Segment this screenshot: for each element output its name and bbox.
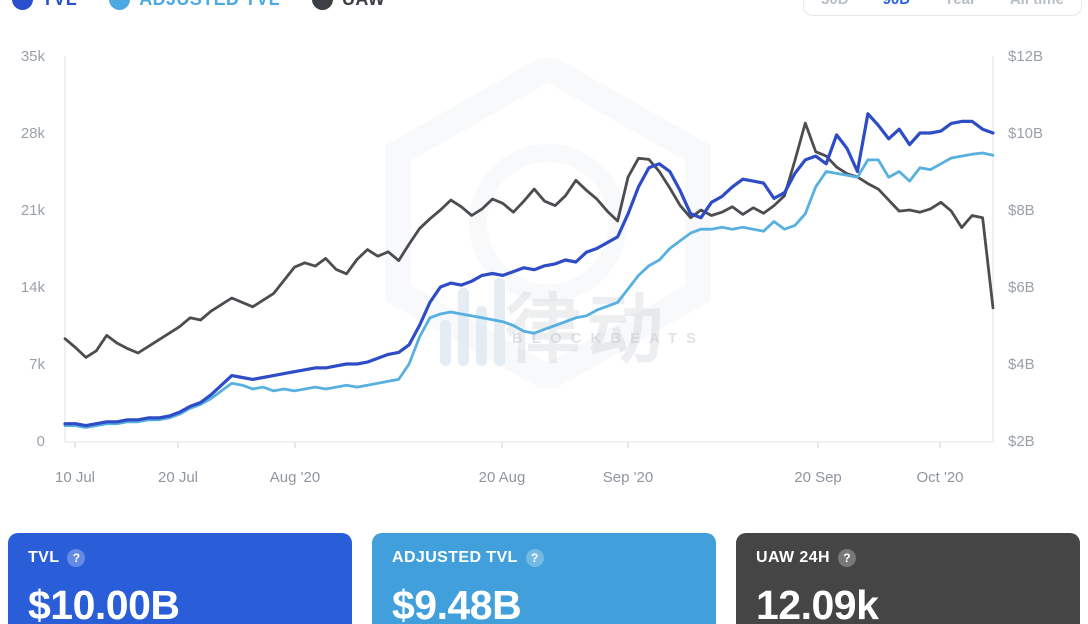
legend-item-uaw[interactable]: UAW	[312, 0, 385, 10]
y-left-tick-21k: 21k	[20, 202, 45, 219]
uaw-24h-card: UAW 24H ? 12.09k	[736, 533, 1080, 624]
stat-cards-row: TVL ? $10.00B ADJUSTED TVL ? $9.48B UAW …	[8, 533, 1080, 624]
y-right-tick-6b: $6B	[1008, 279, 1035, 296]
y-left-tick-14k: 14k	[20, 279, 45, 296]
tvl-card-label: TVL	[28, 549, 60, 566]
series-line-tvl	[63, 112, 995, 428]
y-right-tick-2b: $2B	[1008, 433, 1035, 450]
uaw-legend-dot-icon	[312, 0, 334, 10]
adjusted-tvl-card: ADJUSTED TVL ? $9.48B	[372, 533, 716, 624]
x-tick-20-sep: 20 Sep	[794, 469, 842, 486]
y-left-tick-0: 0	[36, 433, 45, 450]
x-tick-10-jul: 10 Jul	[54, 469, 96, 486]
adjusted-tvl-card-value: $9.48B	[392, 582, 522, 624]
y-right-tick-4b: $4B	[1008, 356, 1035, 373]
chart-header-strip: TVL ADJUSTED TVL UAW 30D 90D Year All ti…	[0, 0, 1088, 16]
y-right-tick-10b: $10B	[1008, 125, 1044, 142]
range-button-90d[interactable]: 90D	[866, 0, 928, 15]
range-button-year[interactable]: Year	[927, 0, 993, 15]
tvl-card-value: $10.00B	[28, 582, 180, 624]
x-tick-oct-20: Oct '20	[916, 469, 964, 486]
line-plot	[63, 56, 995, 448]
tvl-legend-dot-icon	[12, 0, 33, 10]
legend-label-uaw: UAW	[342, 0, 385, 10]
y-left-tick-28k: 28k	[20, 125, 45, 142]
x-tick-20-aug: 20 Aug	[478, 469, 526, 486]
series-line-adjusted-tvl	[63, 151, 995, 429]
uaw-24h-card-value: 12.09k	[756, 582, 879, 624]
help-icon[interactable]: ?	[837, 549, 856, 567]
legend-item-adjusted-tvl[interactable]: ADJUSTED TVL	[109, 0, 280, 10]
adjusted-tvl-card-label: ADJUSTED TVL	[392, 549, 518, 566]
tvl-card: TVL ? $10.00B	[8, 533, 352, 624]
legend-item-tvl[interactable]: TVL	[12, 0, 77, 10]
series-line-uaw	[63, 121, 995, 359]
tvl-uaw-chart: 律动 BLOCKBEATS 35k 28k 21k 14k 7k 0 $12B …	[20, 48, 1044, 486]
adjusted-tvl-legend-dot-icon	[109, 0, 131, 10]
range-button-30d[interactable]: 30D	[804, 0, 866, 15]
x-tick-20-jul: 20 Jul	[157, 469, 199, 486]
uaw-24h-card-label: UAW 24H	[756, 549, 830, 566]
y-right-tick-8b: $8B	[1008, 202, 1035, 219]
y-left-tick-7k: 7k	[29, 356, 45, 373]
help-icon[interactable]: ?	[525, 549, 544, 567]
x-tick-sep-20: Sep '20	[602, 469, 654, 486]
y-right-tick-12b: $12B	[1008, 48, 1044, 65]
y-left-tick-35k: 35k	[20, 48, 45, 65]
legend-label-adjusted-tvl: ADJUSTED TVL	[139, 0, 280, 10]
time-range-selector: 30D 90D Year All time	[803, 0, 1082, 16]
help-icon[interactable]: ?	[67, 549, 86, 567]
range-button-all-time[interactable]: All time	[993, 0, 1081, 15]
x-tick-aug-20: Aug '20	[269, 469, 321, 486]
chart-legend: TVL ADJUSTED TVL UAW	[12, 0, 385, 10]
legend-label-tvl: TVL	[42, 0, 77, 10]
